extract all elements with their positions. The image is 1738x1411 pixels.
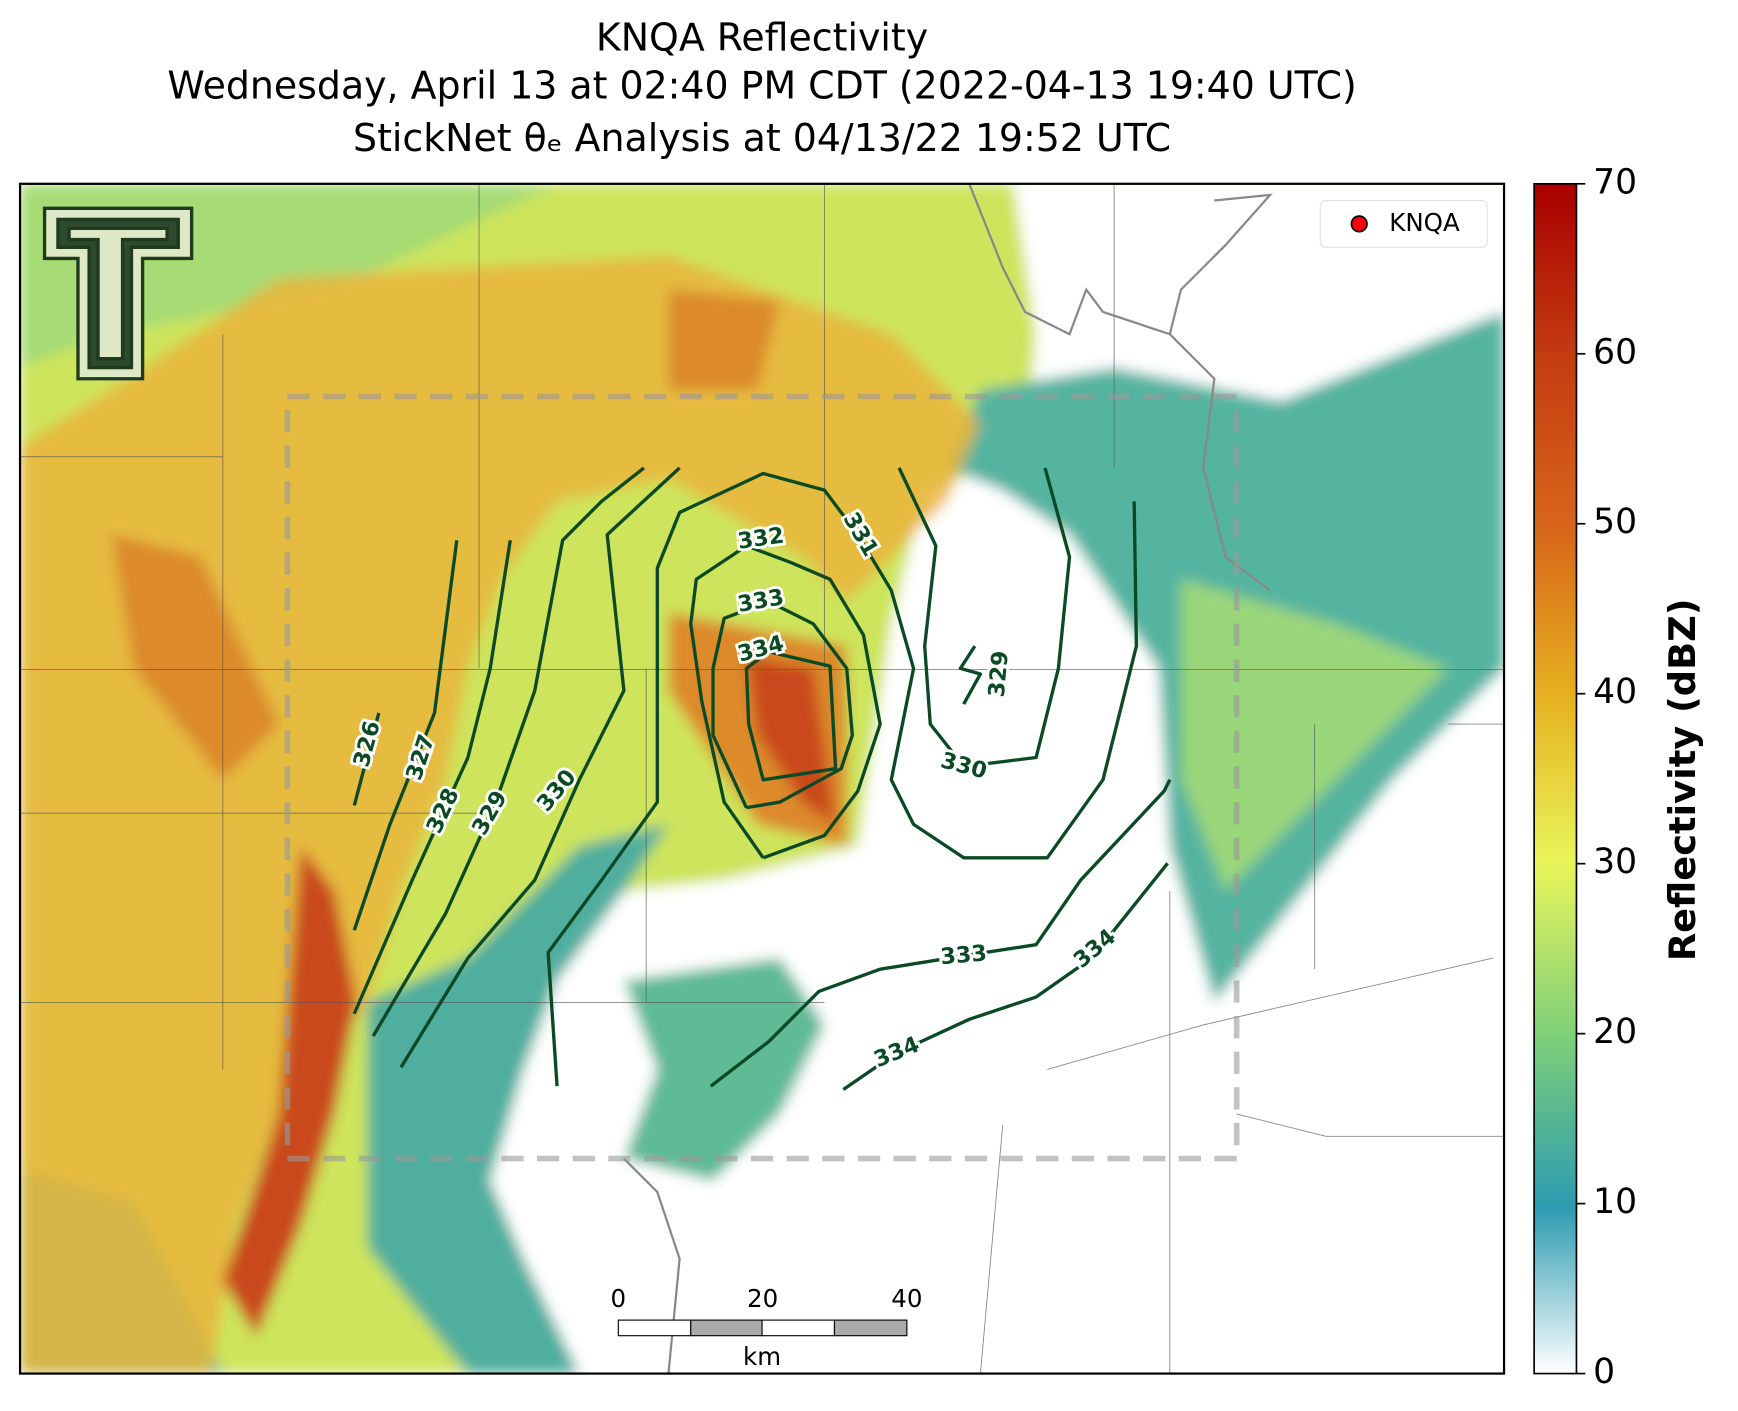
- colorbar-label: Reflectivity (dBZ): [1661, 598, 1704, 961]
- legend: KNQA: [1319, 199, 1488, 248]
- scale-tick-label: 40: [891, 1284, 922, 1313]
- legend-marker: [1350, 215, 1368, 233]
- contour-line: [711, 599, 854, 810]
- logo: [42, 206, 194, 381]
- contour-line: [689, 544, 882, 860]
- contour-line: [897, 467, 1072, 769]
- legend-label: KNQA: [1389, 208, 1460, 237]
- contour-label: 333: [939, 940, 988, 970]
- colorbar-tick-label: 60: [1593, 332, 1637, 372]
- scale-bar: km 0 20 40: [611, 1284, 923, 1371]
- scale-unit: km: [743, 1342, 781, 1371]
- contour-line: [958, 645, 983, 705]
- contour-line: [399, 466, 681, 1069]
- contour-label: 329: [984, 650, 1014, 699]
- contour-line: [546, 471, 1139, 1087]
- legend-box: [1319, 199, 1488, 248]
- river: [623, 183, 1273, 1374]
- contour-line: [744, 650, 838, 782]
- contour-line: [709, 779, 1172, 1088]
- colorbar-tick-label: 0: [1593, 1352, 1615, 1392]
- contour-line: [352, 540, 459, 931]
- colorbar-tick-label: 40: [1593, 672, 1637, 712]
- colorbar: [1533, 182, 1578, 1375]
- county-lines: [20, 183, 1505, 1374]
- colorbar-tick-label: 30: [1593, 842, 1637, 882]
- map-frame: [18, 182, 1506, 1375]
- analysis-domain: [284, 393, 1240, 1162]
- contour-line: [371, 466, 645, 1037]
- colorbar-tick-label: 10: [1593, 1182, 1637, 1222]
- contour-line: [842, 862, 1169, 1091]
- contour-line: [352, 540, 512, 1015]
- title-line: Wednesday, April 13 at 02:40 PM CDT (202…: [167, 64, 1356, 108]
- colorbar-tick-label: 20: [1593, 1012, 1637, 1052]
- contour-line: [352, 712, 381, 806]
- title-line: KNQA Reflectivity: [596, 16, 928, 60]
- reflectivity-field: [20, 183, 1505, 1374]
- scale-tick-label: 0: [611, 1284, 627, 1313]
- colorbar-tick-label: 50: [1593, 502, 1637, 542]
- colorbar-tick-label: 70: [1593, 162, 1637, 202]
- scale-tick-label: 20: [747, 1284, 778, 1313]
- title-line: StickNet θₑ Analysis at 04/13/22 19:52 U…: [353, 116, 1171, 160]
